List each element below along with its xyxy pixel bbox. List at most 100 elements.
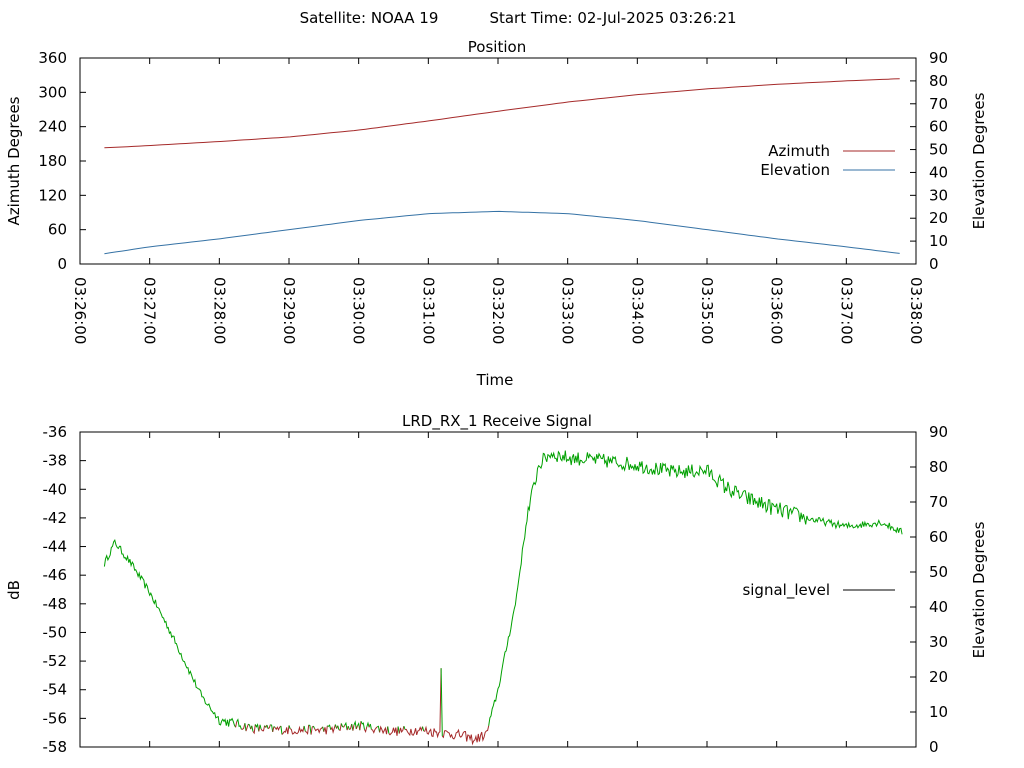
position-legend: Azimuth Elevation (760, 142, 895, 179)
position-x-tick-label: 03:36:00 (768, 277, 786, 344)
signal-y-ticks: -58 -56 -54 -52 -50 -48 -46 -44 -42 -40 -38 -36 (43, 423, 86, 756)
signal-level-segment (347, 725, 350, 730)
position-y2-tick-label: 70 (929, 95, 948, 113)
signal-y2-tick-label: 20 (929, 668, 948, 686)
signal-y-tick-label: -36 (43, 423, 68, 441)
signal-level-segment (270, 724, 274, 732)
position-y-tick-label: 240 (38, 118, 67, 136)
position-x-tick-label: 03:28:00 (210, 277, 228, 344)
signal-level-low-segment (441, 725, 490, 746)
signal-level-segment (103, 539, 237, 728)
position-y-tick-label: 180 (38, 152, 67, 170)
position-x-tick-label: 03:32:00 (489, 277, 507, 344)
position-y2-tick-label: 30 (929, 186, 948, 204)
position-x-tick-label: 03:34:00 (628, 277, 646, 344)
signal-y2-tick-label: 90 (929, 423, 948, 441)
position-x-tick-label: 03:27:00 (141, 277, 159, 344)
signal-level-low-segment (274, 725, 282, 732)
signal-level-segment (422, 726, 425, 732)
position-y2-tick-label: 80 (929, 72, 948, 90)
signal-level-segment (312, 725, 315, 729)
signal-level-low-segment (388, 726, 399, 736)
signal-y-tick-label: -38 (43, 452, 68, 470)
signal-y2-axis-label: Elevation Degrees (970, 521, 988, 658)
signal-level-segment (327, 724, 332, 730)
signal-level-low-segment (343, 725, 346, 728)
signal-level-low-segment (267, 724, 271, 730)
signal-level-segment (440, 668, 443, 737)
signal-level-segment (344, 721, 348, 731)
position-series (104, 78, 900, 255)
signal-level-segment (273, 726, 276, 728)
signal-level-low-segment (349, 723, 353, 731)
signal-y-axis-label: dB (5, 580, 23, 600)
signal-level-segment (488, 450, 903, 726)
signal-y2-tick-label: 70 (929, 493, 948, 511)
signal-y2-tick-label: 80 (929, 458, 948, 476)
position-y-tick-label: 60 (48, 221, 67, 239)
signal-level-segment (337, 725, 340, 730)
position-x-ticks: 03:26:00 03:27:00 03:28:00 03:29:00 03:30:00… (71, 58, 925, 344)
azimuth-line (104, 78, 900, 149)
signal-level-low-segment (398, 725, 405, 734)
signal-level-low-segment (310, 725, 314, 735)
signal-level-segment (259, 724, 262, 730)
position-y-tick-label: 300 (38, 83, 67, 101)
signal-y-tick-label: -40 (43, 480, 68, 498)
signal-level-segment (251, 725, 254, 732)
signal-y-tick-label: -50 (43, 623, 68, 641)
signal-level-low-segment (235, 721, 238, 728)
signal-level-low-segment (281, 725, 290, 735)
signal-level-segment (387, 726, 390, 734)
position-x-tick-label: 03:35:00 (698, 277, 716, 344)
signal-level-low-segment (314, 726, 324, 734)
position-x-tick-label: 03:29:00 (280, 277, 298, 344)
signal-level-low-segment (252, 724, 256, 735)
signal-level-segment (377, 725, 381, 733)
signal-level-low-segment (371, 726, 378, 734)
signal-y-tick-label: -48 (43, 595, 68, 613)
signal-level-low-segment (405, 726, 423, 737)
signal-y-tick-label: -46 (43, 566, 68, 584)
signal-y-tick-label: -56 (43, 709, 68, 727)
signal-level-segment (303, 725, 306, 732)
signal-level-low-segment (323, 725, 328, 735)
signal-level-segment (353, 720, 357, 730)
legend-elevation-label: Elevation (760, 161, 830, 179)
signal-y-tick-label: -52 (43, 652, 68, 670)
signal-level-low-segment (272, 726, 275, 733)
signal-level-segment (340, 723, 344, 728)
satellite-header-text: Satellite: NOAA 19 (300, 9, 439, 27)
signal-level-segment (366, 721, 370, 728)
signal-level-low-segment (245, 723, 249, 732)
signal-y2-tick-label: 40 (929, 598, 948, 616)
signal-y2-tick-label: 50 (929, 563, 948, 581)
position-x-tick-label: 03:37:00 (837, 277, 855, 344)
position-x-tick-label: 03:26:00 (71, 277, 89, 344)
position-x-axis-label: Time (476, 371, 514, 389)
signal-y2-tick-label: 0 (929, 738, 939, 756)
signal-y2-tick-label: 30 (929, 633, 948, 651)
signal-level-segment (357, 722, 361, 731)
signal-level-low-segment (330, 724, 336, 734)
signal-level-low-segment (289, 725, 305, 735)
signal-y-tick-label: -54 (43, 681, 68, 699)
position-y2-tick-label: 90 (929, 49, 948, 67)
signal-y-tick-label: -44 (43, 538, 68, 556)
signal-chart-title: LRD_RX_1 Receive Signal (402, 412, 592, 431)
signal-series (103, 450, 903, 746)
signal-level-segment (360, 720, 365, 730)
signal-y-tick-label: -58 (43, 738, 68, 756)
signal-level-low-segment (423, 668, 442, 739)
position-y2-tick-label: 0 (929, 255, 939, 273)
position-y2-ticks: 0 10 20 30 40 50 60 70 80 90 (910, 49, 948, 273)
signal-y-tick-label: -42 (43, 509, 68, 527)
position-y2-axis-label: Elevation Degrees (970, 92, 988, 229)
signal-level-segment (288, 725, 291, 729)
signal-level-segment (266, 724, 269, 729)
position-x-tick-label: 03:31:00 (419, 277, 437, 344)
signal-level-low-segment (241, 723, 246, 730)
signal-level-segment (254, 723, 260, 732)
